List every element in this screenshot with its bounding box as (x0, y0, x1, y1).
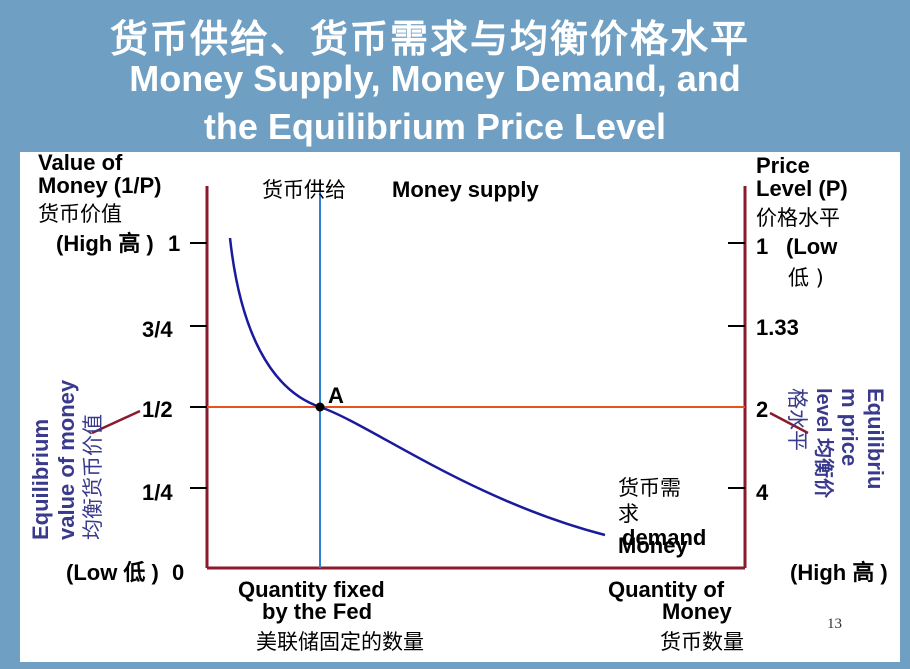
equilibrium-price-line2: m price (837, 388, 862, 467)
quantity-fixed-label-1: Quantity fixed (238, 577, 385, 602)
left-axis-title-2: Money (1/P) (38, 173, 162, 198)
left-axis-title-1: Value of (38, 150, 123, 175)
quantity-of-money-label-1: Quantity of (608, 577, 725, 602)
slide-header: 货币供给、货币需求与均衡价格水平 Money Supply, Money Dem… (0, 0, 910, 152)
right-axis-low: (Low (786, 234, 838, 259)
right-tick-label-4: 4 (756, 480, 769, 505)
quantity-of-money-label-2: Money (662, 599, 732, 624)
equilibrium-value-line1: Equilibrium (28, 419, 53, 540)
title-english-line2: the Equilibrium Price Level (203, 106, 667, 147)
right-axis-title-zh: 价格水平 (756, 206, 840, 230)
money-demand-label-zh-1: 货币需 (618, 476, 681, 500)
quantity-of-money-label-zh: 货币数量 (660, 630, 744, 654)
right-tick-label-1: 1 (756, 234, 769, 259)
left-tick-label-0: 0 (172, 560, 185, 585)
equilibrium-point (315, 402, 325, 412)
right-axis-title-1: Price (756, 153, 810, 178)
left-axis-high: (High 高 ) (56, 231, 154, 256)
money-demand-curve (228, 237, 606, 537)
equilibrium-value-zh: 均衡货币价值 (81, 414, 105, 540)
right-axis-low-zh: 低 ) (788, 266, 824, 290)
left-pointer (91, 409, 141, 435)
left-tick-label-1-2: 1/2 (142, 397, 173, 422)
money-demand-label-en-1: Money (618, 533, 688, 558)
right-tick-label-2: 2 (756, 397, 769, 422)
right-axis-title-2: Level (P) (756, 176, 848, 201)
equilibrium-value-label: Equilibrium value of money 均衡货币价值 (28, 380, 106, 540)
equilibrium-price-line4: 格水平 (785, 388, 809, 451)
left-tick-label-1-4: 1/4 (142, 480, 173, 505)
right-axis-high: (High 高 ) (790, 560, 888, 585)
title-english-line1: Money Supply, Money Demand, and (129, 58, 741, 99)
equilibrium-value-line2: value of money (54, 379, 79, 540)
quantity-fixed-label-2: by the Fed (262, 599, 373, 624)
money-demand-label-en-2: demand (622, 525, 707, 550)
money-supply-label-en: Money supply (392, 177, 539, 202)
quantity-fixed-label-zh: 美联储固定的数量 (256, 630, 424, 654)
right-tick-label-1-33: 1.33 (756, 315, 799, 340)
equilibrium-point-label: A (328, 383, 344, 408)
left-tick-label-1: 1 (168, 231, 181, 256)
equilibrium-price-line1: Equilibriu (863, 388, 888, 490)
title-chinese: 货币供给、货币需求与均衡价格水平 (109, 17, 750, 61)
left-axis-title-zh: 货币价值 (38, 202, 122, 226)
right-pointer (769, 411, 809, 435)
left-axis-low: (Low 低 ) (66, 560, 159, 585)
left-tick-label-3-4: 3/4 (142, 317, 173, 342)
equilibrium-price-line3: level 均衡价 (812, 388, 834, 499)
page-number: 13 (827, 616, 842, 632)
money-supply-label-zh: 货币供给 (262, 178, 346, 202)
money-demand-label-zh-2: 求 (618, 502, 639, 526)
equilibrium-price-label: Equilibriu m price level 均衡价 格水平 (784, 388, 888, 498)
